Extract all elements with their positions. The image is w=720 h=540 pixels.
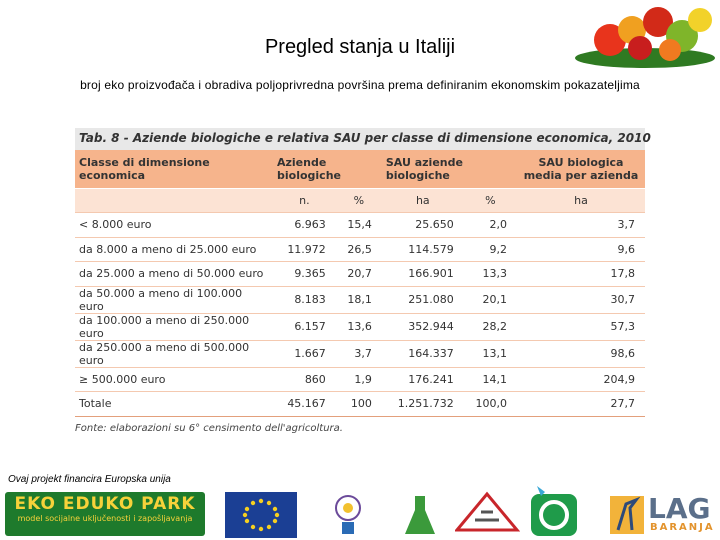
table-cell: 3,7 bbox=[517, 212, 645, 238]
table-row: da 250.000 a meno di 500.000 euro 1.667 3,… bbox=[75, 340, 645, 368]
logo-text: EKO EDUKO PARK bbox=[14, 494, 196, 514]
table-row: < 8.000 euro 6.963 15,4 25.650 2,0 3,7 bbox=[75, 212, 645, 238]
table-cell: 45.167 bbox=[273, 391, 336, 417]
table-cell: 204,9 bbox=[517, 367, 645, 392]
table-cell: 100,0 bbox=[463, 391, 517, 417]
row-label: < 8.000 euro bbox=[75, 212, 273, 238]
table-cell: 13,3 bbox=[463, 261, 517, 287]
unit-label: % bbox=[463, 188, 517, 213]
table-cell: 8.183 bbox=[273, 286, 336, 314]
row-label: da 8.000 a meno di 25.000 euro bbox=[75, 237, 273, 262]
partner-logo bbox=[335, 495, 361, 534]
column-header: SAU aziende biologiche bbox=[381, 150, 517, 189]
table-source: Fonte: elaborazioni su 6° censimento del… bbox=[75, 422, 343, 434]
unit-label: n. bbox=[273, 188, 336, 213]
header-row: Classe di dimensione economica Aziende bi… bbox=[75, 150, 645, 189]
data-table: Classe di dimensione economica Aziende bi… bbox=[75, 150, 645, 417]
table-cell: 3,7 bbox=[335, 340, 382, 368]
table-cell: 26,5 bbox=[335, 237, 382, 262]
unit-label: ha bbox=[517, 188, 645, 213]
table-cell: 13,1 bbox=[463, 340, 517, 368]
table-cell: 15,4 bbox=[335, 212, 382, 238]
table-cell: 352.944 bbox=[381, 313, 464, 341]
column-header: Classe di dimensione economica bbox=[75, 150, 273, 189]
row-label: ≥ 500.000 euro bbox=[75, 367, 273, 392]
table-cell: 28,2 bbox=[463, 313, 517, 341]
table-cell: 9,6 bbox=[517, 237, 645, 262]
vegetables-image bbox=[575, 7, 715, 68]
table-cell: 27,7 bbox=[517, 391, 645, 417]
table-cell: 11.972 bbox=[273, 237, 336, 262]
table-cell: 13,6 bbox=[335, 313, 382, 341]
table-cell: 1,9 bbox=[335, 367, 382, 392]
table-row: da 8.000 a meno di 25.000 euro 11.972 26,5… bbox=[75, 237, 645, 262]
unit-label: ha bbox=[381, 188, 464, 213]
table-row: da 25.000 a meno di 50.000 euro 9.365 20,7… bbox=[75, 261, 645, 287]
partner-logo bbox=[455, 491, 520, 532]
table-row: Totale 45.167 100 1.251.732 100,0 27,7 bbox=[75, 391, 645, 417]
table-cell: 2,0 bbox=[463, 212, 517, 238]
lag-bird bbox=[610, 496, 644, 534]
table-cell: 1.251.732 bbox=[381, 391, 464, 417]
table-cell: 14,1 bbox=[463, 367, 517, 392]
units-row: n.% ha% ha bbox=[75, 188, 645, 213]
table-cell: 114.579 bbox=[381, 237, 464, 262]
eko-eduko-park-logo: EKO EDUKO PARK model socijalne uključeno… bbox=[5, 492, 205, 536]
eu-flag bbox=[225, 492, 297, 538]
table-cell: 25.650 bbox=[381, 212, 464, 238]
table-cell: 176.241 bbox=[381, 367, 464, 392]
table-cell: 30,7 bbox=[517, 286, 645, 314]
faculty-logo bbox=[405, 496, 435, 534]
table-row: ≥ 500.000 euro 860 1,9 176.241 14,1 204,9 bbox=[75, 367, 645, 392]
row-label: Totale bbox=[75, 391, 273, 417]
table-cell: 20,1 bbox=[463, 286, 517, 314]
table-cell: 17,8 bbox=[517, 261, 645, 287]
table-cell: 18,1 bbox=[335, 286, 382, 314]
column-header: Aziende biologiche bbox=[273, 150, 382, 189]
eco-logo bbox=[531, 486, 577, 536]
table-caption: Tab. 8 - Aziende biologiche e relativa S… bbox=[75, 128, 651, 150]
unit-label: % bbox=[335, 188, 382, 213]
table-cell: 9.365 bbox=[273, 261, 336, 287]
table-row: da 50.000 a meno di 100.000 euro 8.183 18,… bbox=[75, 286, 645, 314]
table-cell: 6.157 bbox=[273, 313, 336, 341]
table-cell: 166.901 bbox=[381, 261, 464, 287]
table-cell: 1.667 bbox=[273, 340, 336, 368]
table-row: da 100.000 a meno di 250.000 euro 6.157 13… bbox=[75, 313, 645, 341]
table-cell: 100 bbox=[335, 391, 382, 417]
table-cell: 98,6 bbox=[517, 340, 645, 368]
table-cell: 20,7 bbox=[335, 261, 382, 287]
table-cell: 6.963 bbox=[273, 212, 336, 238]
row-label: da 250.000 a meno di 500.000 euro bbox=[75, 340, 273, 368]
funding-note: Ovaj projekt financira Europska unija bbox=[8, 474, 171, 485]
column-header: SAU biologica media per azienda bbox=[517, 150, 645, 189]
logo-subtext: BARANJA bbox=[650, 522, 715, 533]
table-cell: 9,2 bbox=[463, 237, 517, 262]
table-cell: 251.080 bbox=[381, 286, 464, 314]
table-figure: Tab. 8 - Aziende biologiche e relativa S… bbox=[75, 128, 651, 434]
row-label: da 50.000 a meno di 100.000 euro bbox=[75, 286, 273, 314]
logo-subtext: model socijalne uključenosti i zapošljav… bbox=[17, 514, 193, 523]
table-cell: 164.337 bbox=[381, 340, 464, 368]
row-label: da 100.000 a meno di 250.000 euro bbox=[75, 313, 273, 341]
lag-logo: LAG BARANJA bbox=[608, 492, 718, 536]
table-cell: 57,3 bbox=[517, 313, 645, 341]
row-label: da 25.000 a meno di 50.000 euro bbox=[75, 261, 273, 287]
slide-title: Pregled stanja u Italiji bbox=[264, 36, 456, 58]
unit-cell bbox=[75, 188, 273, 213]
slide-subtitle: broj eko proizvođača i obradiva poljopri… bbox=[80, 78, 640, 92]
logo-text: LAG bbox=[648, 492, 711, 525]
table-cell: 860 bbox=[273, 367, 336, 392]
